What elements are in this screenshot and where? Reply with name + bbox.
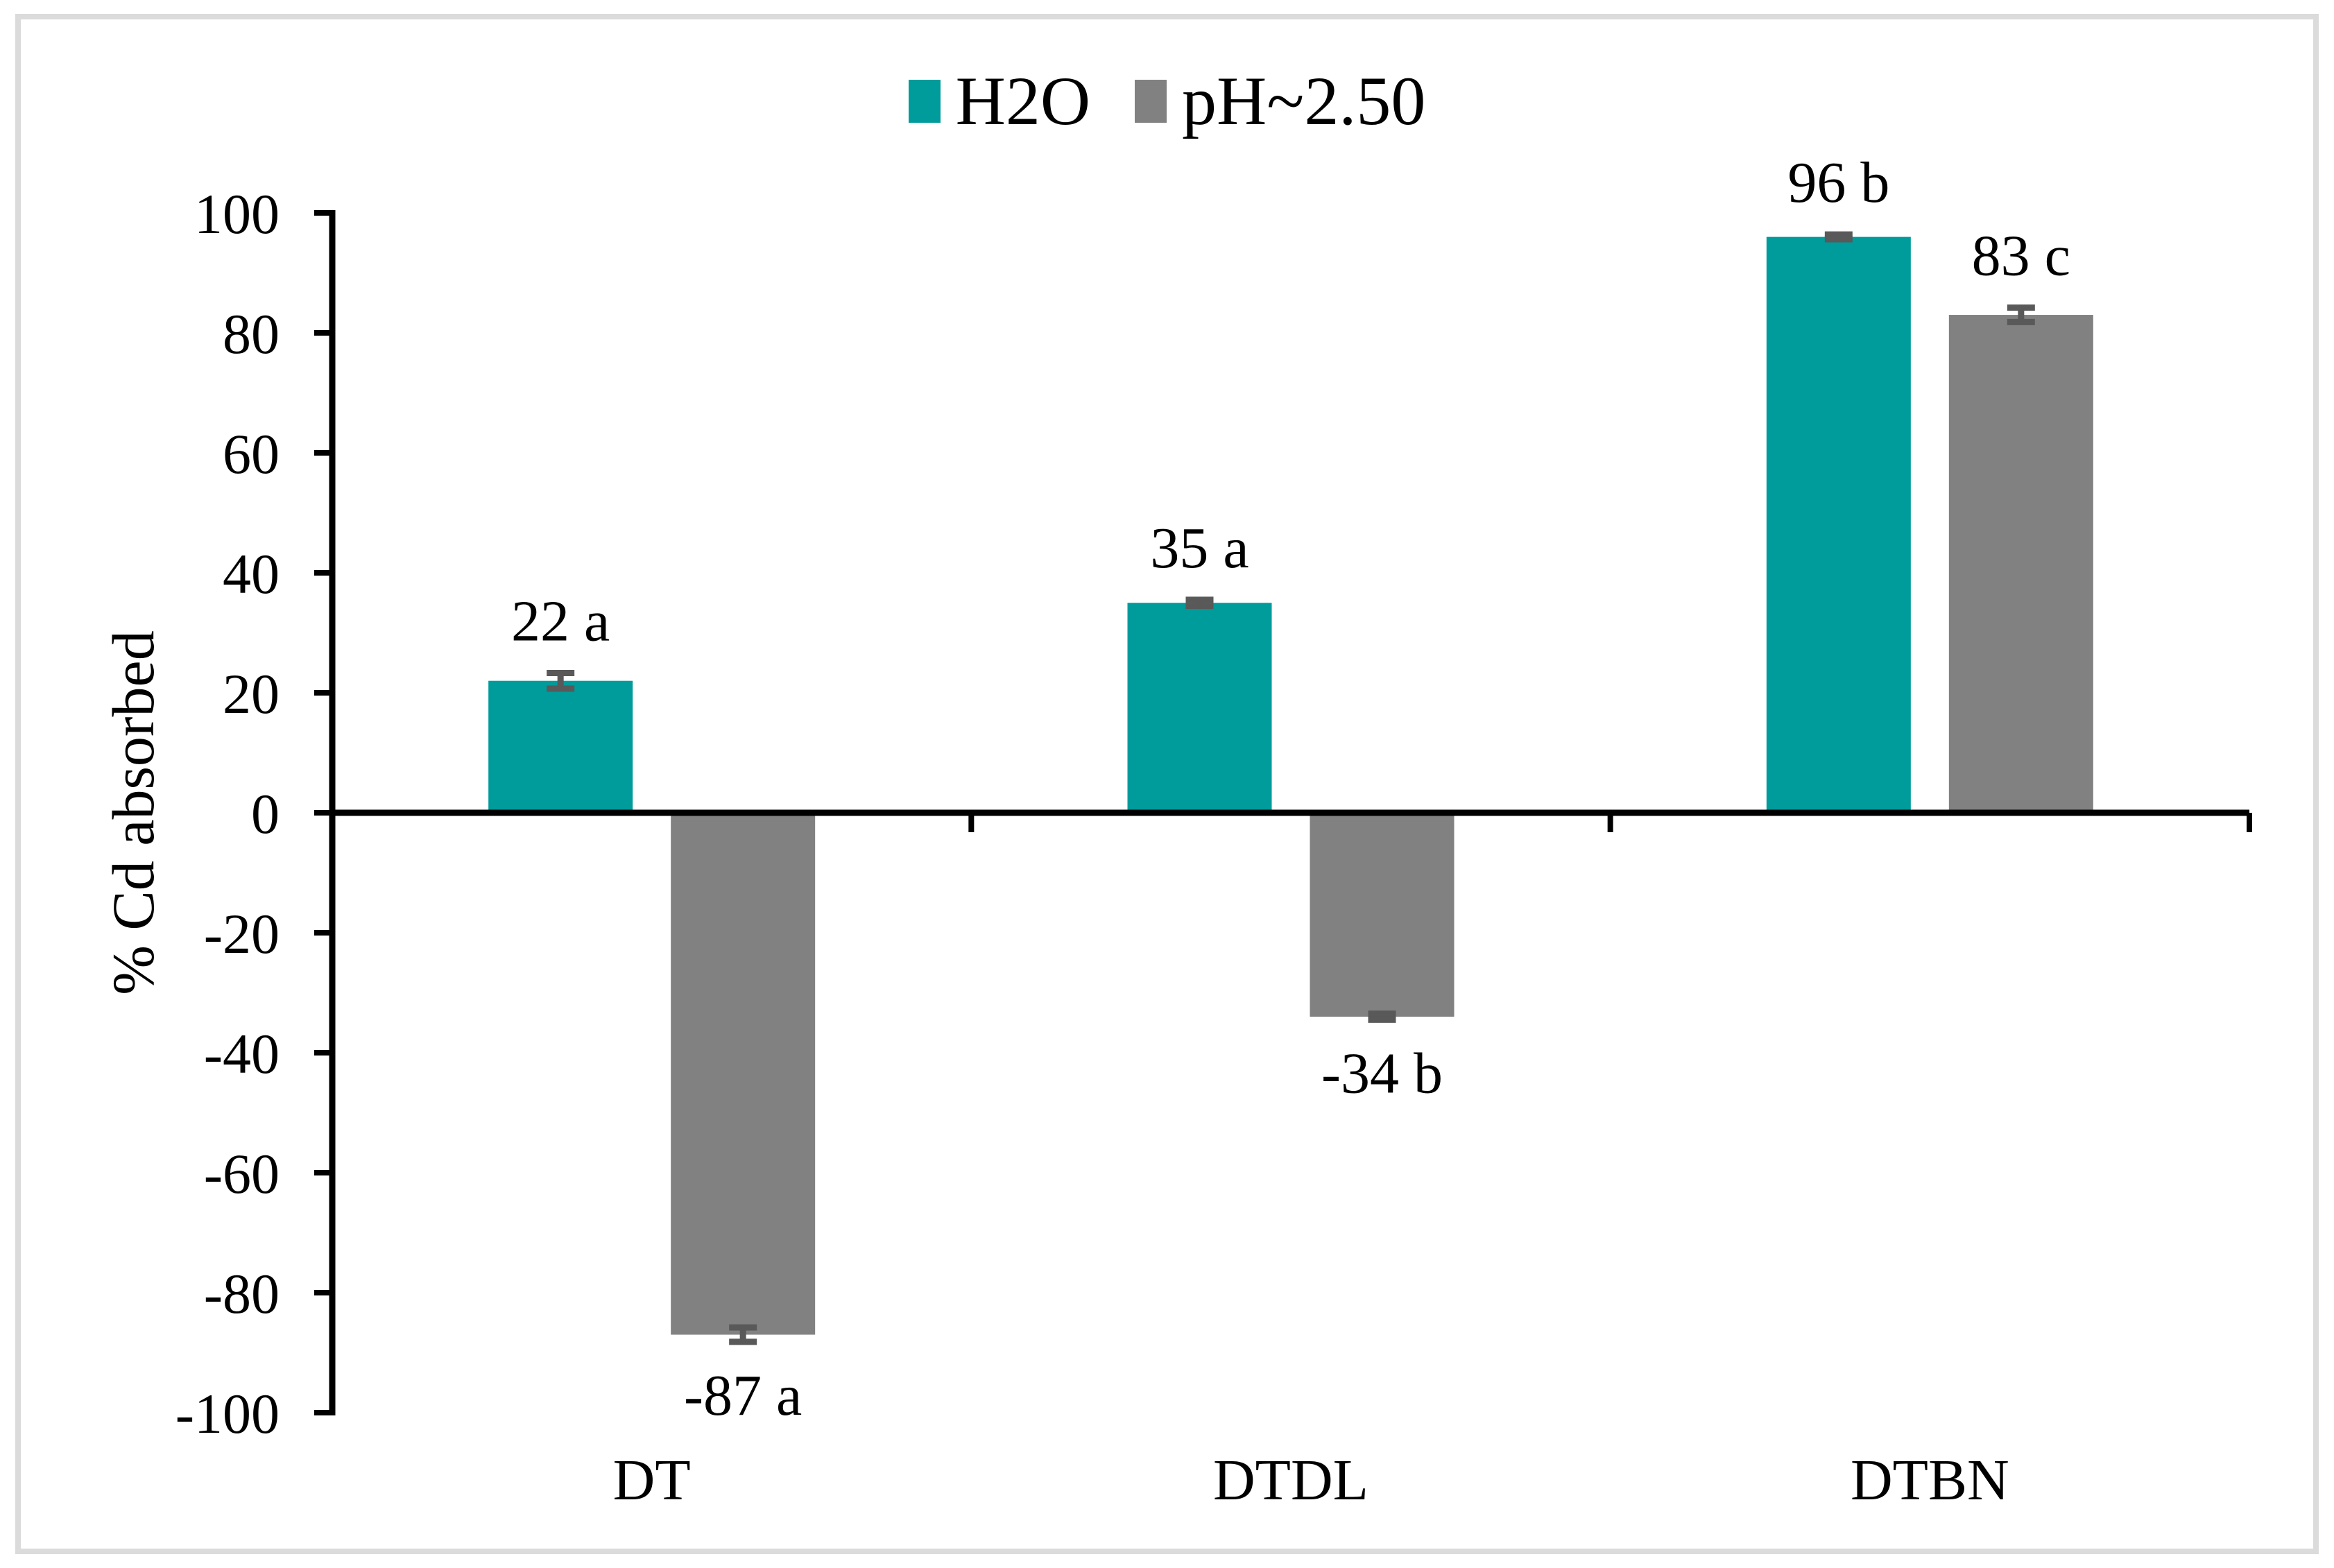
- bar-H2O-DTBN: [1766, 236, 1911, 813]
- y-tick-label: -20: [204, 902, 280, 965]
- legend-item-h2o: H2O: [908, 62, 1091, 139]
- value-label: -87 a: [684, 1363, 802, 1428]
- y-tick-label: 80: [223, 302, 280, 365]
- y-tick-label: -80: [204, 1262, 280, 1325]
- x-category-label: DTBN: [1851, 1448, 2009, 1513]
- legend: H2O pH~2.50: [0, 67, 2334, 136]
- bar-pH~2.50-DTBN: [1948, 315, 2093, 813]
- value-label: 22 a: [511, 589, 610, 653]
- value-label: 83 c: [1972, 224, 2070, 288]
- x-category-label: DTDL: [1213, 1448, 1368, 1513]
- y-tick-label: 100: [194, 182, 280, 245]
- y-tick-label: -60: [204, 1142, 280, 1205]
- value-label: 96 b: [1787, 150, 1889, 215]
- value-label: -34 b: [1321, 1041, 1443, 1105]
- bar-H2O-DTDL: [1127, 603, 1272, 813]
- legend-swatch-h2o: [908, 80, 941, 123]
- bar-H2O-DT: [488, 680, 633, 813]
- y-tick-label: -40: [204, 1022, 280, 1085]
- legend-swatch-ph250: [1135, 80, 1167, 123]
- y-tick-label: 60: [223, 422, 280, 485]
- y-tick-label: -100: [175, 1382, 280, 1445]
- y-tick-label: 40: [223, 542, 280, 605]
- x-category-label: DT: [613, 1448, 691, 1513]
- value-label: 35 a: [1150, 516, 1248, 580]
- bar-pH~2.50-DT: [671, 813, 816, 1335]
- bar-pH~2.50-DTDL: [1310, 813, 1455, 1017]
- legend-label-h2o: H2O: [955, 62, 1091, 139]
- y-tick-label: 20: [223, 662, 280, 725]
- legend-label-ph250: pH~2.50: [1182, 62, 1426, 139]
- y-tick-label: 0: [251, 782, 280, 845]
- legend-item-ph250: pH~2.50: [1135, 67, 1425, 136]
